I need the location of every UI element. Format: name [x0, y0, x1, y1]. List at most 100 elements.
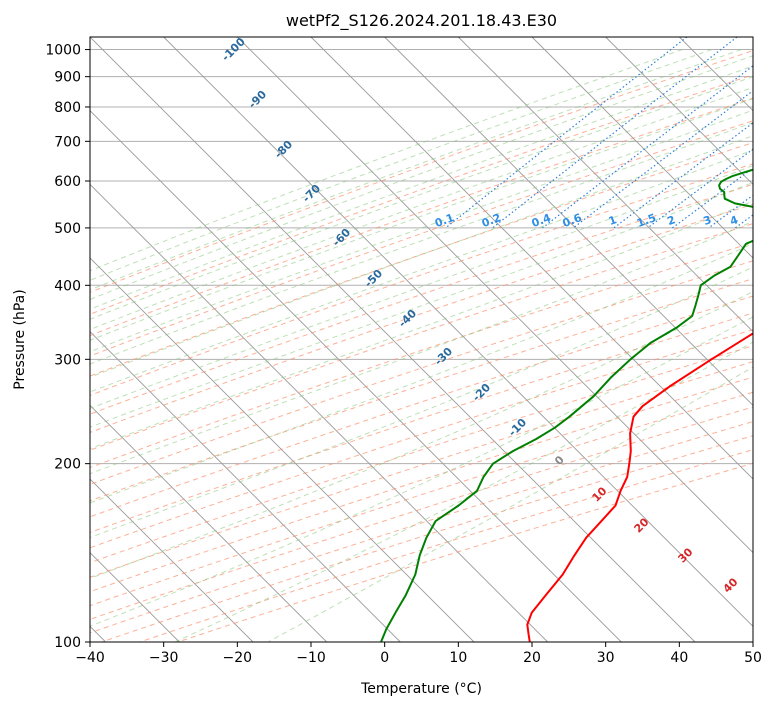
dry-adiabat-line — [90, 120, 753, 357]
isotherm-line — [531, 37, 753, 259]
dry-adiabat-line — [90, 203, 753, 433]
dry-adiabat-line — [90, 260, 753, 485]
isotherm-line — [90, 183, 548, 642]
moist-adiabat-line — [90, 86, 753, 331]
x-tick-label: 50 — [744, 650, 762, 666]
dry-adiabat-line — [90, 183, 753, 415]
moist-adiabat-line — [90, 135, 753, 378]
isotherm-line — [605, 37, 753, 185]
x-tick-label: 20 — [523, 650, 541, 666]
moist-adiabat-line — [90, 65, 753, 310]
grid-layer — [90, 37, 753, 642]
temperature-profile — [526, 332, 753, 642]
dry-adiabat-label: 30 — [676, 545, 696, 565]
mixing-ratio-label: 1.5 — [635, 211, 658, 230]
moist-adiabat-line — [90, 122, 753, 365]
moist-adiabat-line — [90, 200, 753, 450]
dry-adiabat-line — [90, 97, 753, 337]
mixing-ratio-label: 0.6 — [561, 211, 584, 230]
x-tick-label: 40 — [670, 650, 688, 666]
moist-adiabat-line — [90, 49, 683, 272]
dry-adiabat-line — [90, 391, 753, 607]
dry-adiabat-label: 10 — [590, 484, 610, 504]
dry-adiabat-line — [90, 50, 753, 293]
mixing-ratio-label: 1 — [607, 213, 619, 228]
dry-adiabat-line — [90, 329, 753, 549]
mixing-ratio-label: 0.4 — [530, 211, 553, 230]
dry-adiabat-line — [90, 163, 753, 396]
isotherm-line — [90, 37, 696, 642]
x-axis-label: Temperature (°C) — [360, 681, 482, 697]
x-tick-label: −10 — [296, 650, 326, 666]
isotherm-line — [752, 37, 753, 38]
x-tick-label: −20 — [223, 650, 253, 666]
isotherm-line — [679, 37, 753, 112]
dry-adiabat-label: -90 — [246, 88, 269, 111]
dry-adiabat-label: -50 — [362, 267, 385, 290]
isotherm-line — [163, 37, 753, 627]
isotherm-line — [90, 404, 327, 642]
moist-adiabat-line — [90, 149, 753, 393]
dewpoint-profile — [380, 168, 753, 642]
isotherm-line — [90, 478, 254, 642]
dry-adiabat-label: -70 — [300, 182, 323, 205]
x-axis: −40 −30 −20 −10 0 10 20 30 40 50 — [75, 642, 762, 666]
y-tick-label: 700 — [54, 134, 81, 150]
mixing-ratio-label: 0.1 — [433, 211, 456, 230]
moist-adiabat-line — [90, 266, 753, 539]
y-tick-label: 200 — [54, 457, 81, 473]
moist-adiabat-line — [90, 291, 753, 579]
moist-adiabat-line — [90, 55, 753, 301]
isotherm-line — [90, 257, 475, 642]
moist-adiabat-line — [90, 181, 753, 428]
x-tick-label: −40 — [75, 650, 105, 666]
dry-adiabat-label: -30 — [432, 345, 455, 368]
y-tick-label: 100 — [54, 635, 81, 651]
dry-adiabat-line — [101, 435, 753, 642]
mixing-ratio-label: 4 — [728, 213, 740, 228]
series-layer — [380, 168, 753, 642]
x-tick-label: 30 — [597, 650, 615, 666]
y-axis: 100 200 300 400 500 600 700 800 900 1000 — [45, 43, 90, 651]
y-tick-label: 500 — [54, 221, 81, 237]
y-tick-label: 1000 — [45, 43, 81, 59]
isotherm-line — [90, 110, 622, 642]
moist-adiabat-line — [90, 242, 753, 504]
dry-adiabat-line — [90, 223, 753, 451]
isotherm-line — [310, 37, 753, 480]
mixing-ratio-line — [572, 89, 753, 229]
dry-adiabat-label: 40 — [721, 575, 741, 595]
mixing-ratio-line — [708, 194, 753, 229]
y-tick-label: 400 — [54, 278, 81, 294]
mixing-ratio-label: 3 — [702, 213, 714, 228]
chart-title: wetPf2_S126.2024.201.18.43.E30 — [286, 11, 557, 31]
x-tick-label: 0 — [380, 650, 389, 666]
mixing-ratio-label: 6 — [767, 213, 775, 228]
mixing-ratio-label: 0.2 — [480, 211, 503, 230]
isotherm-line — [458, 37, 753, 333]
dry-adiabat-line — [90, 295, 753, 518]
dry-adiabat-label: -10 — [506, 416, 529, 439]
moist-adiabat-line — [90, 109, 753, 353]
dry-adiabat-line — [90, 376, 753, 593]
mixing-ratio-line — [672, 167, 753, 229]
isotherm-line — [237, 37, 753, 554]
moist-adiabat-line — [267, 366, 753, 642]
mixing-ratio-line — [734, 214, 753, 229]
moist-adiabat-line — [90, 98, 753, 341]
y-tick-label: 600 — [54, 174, 81, 190]
dry-adiabat-line — [90, 312, 753, 534]
dry-adiabat-label: -60 — [330, 226, 353, 249]
dry-adiabat-line — [90, 241, 753, 469]
dry-adiabat-line — [90, 74, 753, 315]
plot-frame — [89, 36, 754, 643]
dry-adiabat-label: -40 — [396, 307, 419, 330]
mixing-ratio-label: 2 — [665, 213, 677, 228]
y-tick-label: 900 — [54, 70, 81, 86]
moist-adiabat-line — [90, 49, 742, 291]
x-tick-label: −30 — [149, 650, 179, 666]
dry-adiabat-line — [90, 142, 753, 377]
moist-adiabat-line — [90, 49, 713, 281]
dry-adiabat-line — [90, 361, 753, 578]
mixing-ratio-line — [542, 65, 753, 229]
